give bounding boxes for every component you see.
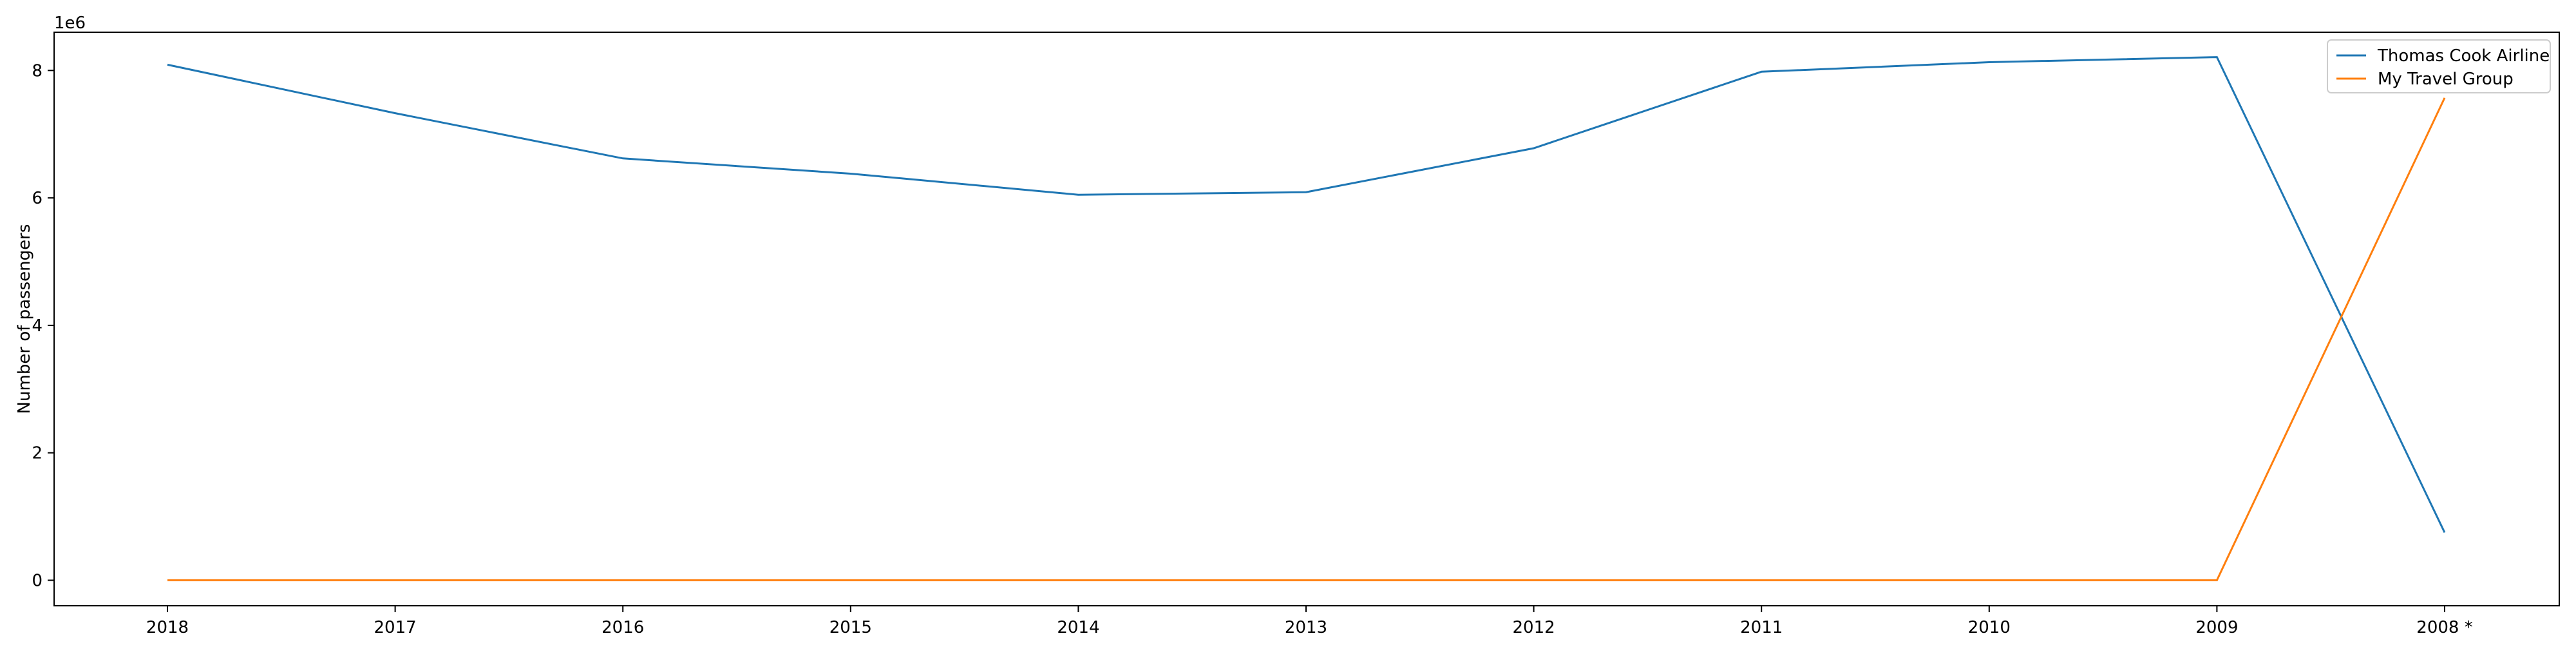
legend-label: My Travel Group [2378,70,2514,89]
series-line-my-travel-group [167,97,2446,581]
x-tick-label: 2017 [374,618,417,637]
x-tick-label: 2013 [1285,618,1327,637]
y-tick-label: 6 [32,189,43,208]
x-axis: 2018 2017 2016 2015 2014 2013 2012 2011 2010 2009… [146,606,2473,637]
y-tick-label: 4 [32,316,43,336]
series-line-thomas-cook-airline [167,56,2446,533]
x-tick-label: 2018 [146,618,189,637]
x-tick-label: 2016 [601,618,644,637]
x-tick-label: 2012 [1513,618,1555,637]
chart-marks [167,56,2446,581]
legend-box [2327,39,2551,93]
y-axis-label: Number of passengers [15,224,34,414]
x-tick-label: 2008 * [2416,618,2472,637]
y-tick-label: 8 [32,61,43,81]
y-tick-label: 0 [32,571,43,590]
x-tick-label: 2010 [1968,618,2011,637]
y-tick-label: 2 [32,444,43,463]
legend-label: Thomas Cook Airline [2377,46,2550,66]
legend: Thomas Cook Airline My Travel Group [2327,39,2551,93]
x-tick-label: 2009 [2195,618,2238,637]
y-axis: 0 2 4 6 8 [32,61,54,590]
x-tick-label: 2011 [1740,618,1783,637]
x-tick-label: 2015 [829,618,872,637]
y-offset-text: 1e6 [54,14,86,33]
x-tick-label: 2014 [1057,618,1099,637]
plot-area [53,32,2560,606]
